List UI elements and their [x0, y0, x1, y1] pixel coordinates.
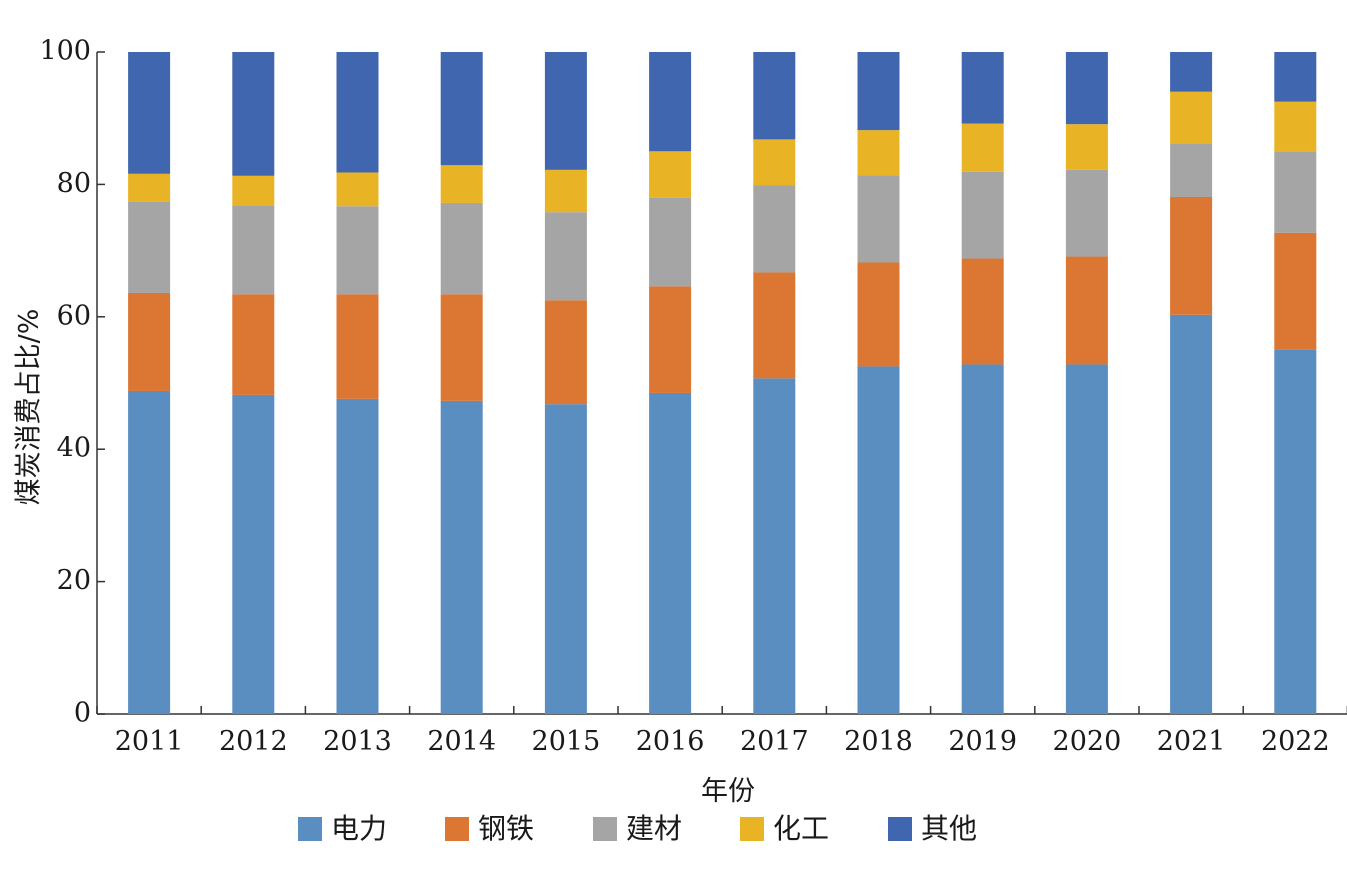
- bar-segment: [857, 262, 900, 367]
- bar-segment: [961, 364, 1004, 714]
- bar-segment: [336, 172, 379, 207]
- bar-segment: [128, 52, 171, 174]
- bar-segment: [232, 205, 275, 295]
- bar-segment: [649, 286, 692, 393]
- y-axis: 0 20 40 60 80 100: [39, 36, 105, 729]
- bar-segment: [961, 52, 1004, 124]
- bar-segment: [1170, 143, 1213, 197]
- bar-segment: [649, 52, 692, 152]
- legend-swatch: [593, 817, 617, 841]
- legend-label: 钢铁: [478, 812, 534, 845]
- bars: [128, 52, 1317, 714]
- bar-segment: [128, 201, 171, 293]
- y-tick-label: 100: [39, 36, 91, 67]
- legend-label: 化工: [773, 812, 829, 845]
- x-tick-label: 2021: [1157, 726, 1226, 757]
- bar-segment: [1065, 169, 1108, 257]
- x-tick-label: 2022: [1261, 726, 1330, 757]
- bar-segment: [232, 52, 275, 176]
- bar-segment: [1274, 151, 1317, 233]
- bar-segment: [128, 173, 171, 202]
- x-tick-label: 2014: [427, 726, 496, 757]
- bar-segment: [440, 294, 483, 401]
- bar-segment: [753, 139, 796, 186]
- bar-segment: [1274, 232, 1317, 350]
- legend-label: 电力: [331, 812, 387, 845]
- bar-segment: [649, 392, 692, 714]
- bar-segment: [1065, 52, 1108, 125]
- bar-segment: [336, 398, 379, 714]
- bar-segment: [1065, 364, 1108, 714]
- bar-segment: [649, 197, 692, 287]
- bar-segment: [1170, 52, 1213, 92]
- bar-segment: [128, 390, 171, 714]
- y-tick-label: 0: [74, 698, 91, 729]
- y-axis-title: 煤炭消费占比/%: [14, 309, 45, 506]
- bar-segment: [961, 258, 1004, 365]
- bar-segment: [440, 165, 483, 203]
- bar-segment: [336, 206, 379, 295]
- x-tick-label: 2019: [948, 726, 1017, 757]
- x-tick-label: 2018: [844, 726, 913, 757]
- x-tick-label: 2015: [532, 726, 601, 757]
- bar-segment: [232, 175, 275, 206]
- bar-segment: [544, 169, 587, 213]
- bar-segment: [857, 130, 900, 176]
- bar-segment: [544, 52, 587, 170]
- x-tick-label: 2020: [1053, 726, 1122, 757]
- bar-segment: [440, 202, 483, 295]
- legend-swatch: [445, 817, 469, 841]
- y-tick-label: 20: [57, 565, 91, 596]
- bar-segment: [1274, 52, 1317, 102]
- x-axis: 2011 2012 2013 2014 2015 2016 2017 2018 2019 2020…: [96, 706, 1347, 757]
- bar-segment: [336, 294, 379, 399]
- bar-segment: [1274, 101, 1317, 152]
- bar-segment: [1170, 91, 1213, 144]
- bar-segment: [1170, 314, 1213, 714]
- bar-segment: [544, 300, 587, 405]
- bar-segment: [857, 175, 900, 263]
- y-tick-label: 80: [57, 168, 91, 199]
- legend-label: 建材: [626, 812, 682, 845]
- bar-segment: [753, 52, 796, 140]
- bar-segment: [544, 404, 587, 714]
- legend-label: 其他: [921, 812, 977, 845]
- x-axis-title: 年份: [701, 776, 755, 807]
- bar-segment: [753, 272, 796, 379]
- bar-segment: [857, 366, 900, 714]
- x-tick-label: 2016: [636, 726, 705, 757]
- x-tick-label: 2017: [740, 726, 809, 757]
- bar-segment: [128, 292, 171, 391]
- bar-segment: [232, 294, 275, 395]
- bar-segment: [1274, 349, 1317, 714]
- x-tick-label: 2011: [115, 726, 184, 757]
- bar-segment: [753, 378, 796, 714]
- bar-segment: [440, 52, 483, 166]
- bar-segment: [857, 52, 900, 131]
- bar-segment: [440, 400, 483, 714]
- y-tick-label: 60: [57, 300, 91, 331]
- y-tick-label: 40: [57, 433, 91, 464]
- legend-swatch: [298, 817, 322, 841]
- bar-segment: [544, 212, 587, 301]
- x-tick-label: 2013: [323, 726, 392, 757]
- x-tick-label: 2012: [219, 726, 288, 757]
- bar-segment: [232, 394, 275, 714]
- bar-segment: [961, 171, 1004, 259]
- bar-segment: [1170, 196, 1213, 315]
- bar-segment: [961, 123, 1004, 172]
- bar-segment: [1065, 256, 1108, 365]
- bar-segment: [753, 185, 796, 273]
- legend-swatch: [888, 817, 912, 841]
- bar-segment: [649, 151, 692, 198]
- bar-segment: [1065, 124, 1108, 170]
- bar-segment: [336, 52, 379, 173]
- legend: 电力 钢铁 建材 化工 其他: [298, 812, 977, 845]
- legend-swatch: [740, 817, 764, 841]
